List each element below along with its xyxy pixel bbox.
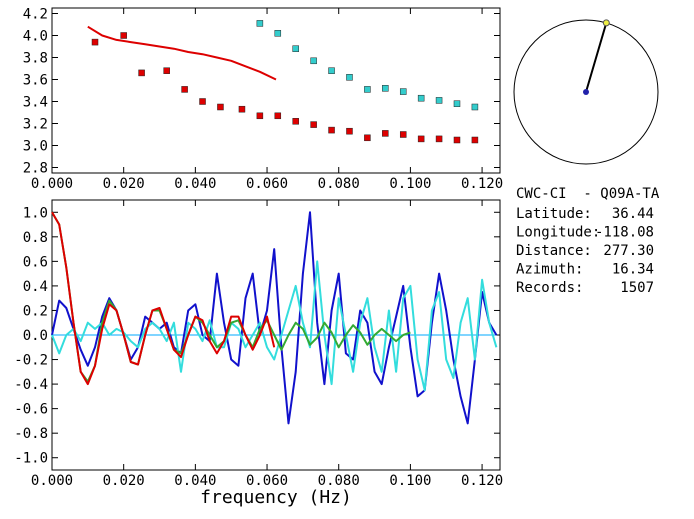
correlation-xtick-label: 0.080 xyxy=(318,473,360,489)
info-value: 277.30 xyxy=(603,243,654,259)
velocity-series1-point xyxy=(310,121,317,128)
velocity-series2-point xyxy=(346,74,353,81)
velocity-series1-point xyxy=(238,105,246,113)
velocity-series1-point xyxy=(120,32,127,39)
velocity-series2-point xyxy=(292,45,299,52)
x-axis-label: frequency (Hz) xyxy=(200,487,352,508)
correlation-xtick-label: 0.120 xyxy=(461,473,503,489)
velocity-ytick-label: 4.2 xyxy=(23,7,48,23)
velocity-ytick-label: 3.8 xyxy=(23,51,48,67)
azimuth-circle xyxy=(513,19,659,165)
info-value: 16.34 xyxy=(612,262,654,278)
info-label: Longitude: xyxy=(516,225,600,241)
info-label: Azimuth: xyxy=(516,262,583,278)
velocity-series1-point xyxy=(471,136,479,144)
correlation-ytick-label: 0.6 xyxy=(23,254,48,270)
velocity-xtick-label: 0.020 xyxy=(103,176,145,192)
velocity-series1-point xyxy=(91,38,99,46)
correlation-ytick-label: 0.2 xyxy=(23,303,48,319)
correlation-xtick-label: 0.000 xyxy=(31,473,73,489)
velocity-xtick-label: 0.080 xyxy=(318,176,360,192)
velocity-ytick-label: 3.4 xyxy=(23,95,48,111)
azimuth-direction-line xyxy=(585,22,608,93)
velocity-series2-point xyxy=(364,86,371,93)
station-marker xyxy=(583,89,589,95)
correlation-ytick-label: -0.6 xyxy=(14,402,48,418)
velocity-series2-point xyxy=(471,103,479,111)
velocity-series2-point xyxy=(453,100,461,107)
velocity-series1-point xyxy=(417,135,425,143)
info-label: Distance: xyxy=(516,243,592,259)
info-value: 36.44 xyxy=(612,206,654,222)
velocity-series1-point xyxy=(199,98,206,105)
station-info: CWC-CI - Q09A-TA Latitude: 36.44 Longitude… xyxy=(516,186,660,296)
velocity-series1-point xyxy=(138,69,145,77)
velocity-xtick-label: 0.120 xyxy=(461,176,503,192)
correlation-xtick-label: 0.020 xyxy=(103,473,145,489)
velocity-series2-point xyxy=(328,67,335,74)
velocity-panel-frame xyxy=(51,7,501,174)
velocity-series1-point xyxy=(256,112,264,120)
info-label: Records: xyxy=(516,280,583,296)
velocity-xtick-label: 0.000 xyxy=(31,176,73,192)
velocity-series1-point xyxy=(435,135,443,143)
correlation-series3-line xyxy=(51,211,411,383)
velocity-series1-point xyxy=(274,112,282,120)
velocity-ytick-label: 3.0 xyxy=(23,139,48,155)
velocity-ytick-label: 3.2 xyxy=(23,117,48,133)
velocity-xtick-label: 0.040 xyxy=(174,176,216,192)
velocity-series2-point xyxy=(274,30,282,37)
velocity-series2-point xyxy=(435,97,443,104)
velocity-series1-point xyxy=(453,136,461,144)
velocity-series2-point xyxy=(399,88,407,95)
velocity-series2-point xyxy=(417,94,425,102)
velocity-xtick-label: 0.060 xyxy=(246,176,288,192)
correlation-ytick-label: -0.4 xyxy=(14,377,48,393)
correlation-ytick-label: -0.2 xyxy=(14,353,48,369)
velocity-series1-point xyxy=(163,67,170,74)
velocity-series2-point xyxy=(310,57,317,65)
velocity-series1-point xyxy=(292,118,299,125)
correlation-series2-line xyxy=(51,260,498,392)
correlation-xtick-label: 0.100 xyxy=(389,473,431,489)
velocity-series1-point xyxy=(181,86,188,93)
station-pair-title: CWC-CI - Q09A-TA xyxy=(516,186,660,202)
velocity-ytick-label: 4.0 xyxy=(23,29,48,45)
correlation-xtick-label: 0.040 xyxy=(174,473,216,489)
velocity-series1-point xyxy=(382,130,389,137)
correlation-ytick-label: 0.4 xyxy=(23,279,48,295)
correlation-ytick-label: -1.0 xyxy=(14,451,48,467)
correlation-panel: -1.0 -0.8 -0.6 -0.4 -0.2 0.0 0.2 0.4 0.6 0.8 1.0 0… xyxy=(14,199,503,508)
correlation-ytick-label: 0.0 xyxy=(23,328,48,344)
correlation-ytick-label: -0.8 xyxy=(14,426,48,442)
velocity-xtick-label: 0.100 xyxy=(389,176,431,192)
velocity-series1-point xyxy=(399,131,407,138)
correlation-xtick-label: 0.060 xyxy=(246,473,288,489)
velocity-series2-point xyxy=(382,85,389,92)
velocity-series2-point xyxy=(256,20,264,27)
source-marker xyxy=(602,19,610,27)
velocity-series1-point xyxy=(346,127,353,135)
info-value: 1507 xyxy=(620,280,654,296)
velocity-panel: 2.8 3.0 3.2 3.4 3.6 3.8 4.0 4.2 0.000 0.020 0.040… xyxy=(23,7,503,193)
velocity-series1-point xyxy=(364,134,371,142)
azimuth-circle-outline xyxy=(513,19,659,165)
velocity-series0-line xyxy=(87,25,277,81)
info-label: Latitude: xyxy=(516,206,592,222)
correlation-series4-line xyxy=(51,211,276,386)
correlation-ytick-label: 1.0 xyxy=(23,205,48,221)
velocity-series1-point xyxy=(328,126,335,134)
velocity-ytick-label: 2.8 xyxy=(23,161,48,177)
info-value: -118.08 xyxy=(595,225,654,241)
velocity-ytick-label: 3.6 xyxy=(23,73,48,89)
correlation-ytick-label: 0.8 xyxy=(23,230,48,246)
velocity-series1-point xyxy=(217,103,224,111)
